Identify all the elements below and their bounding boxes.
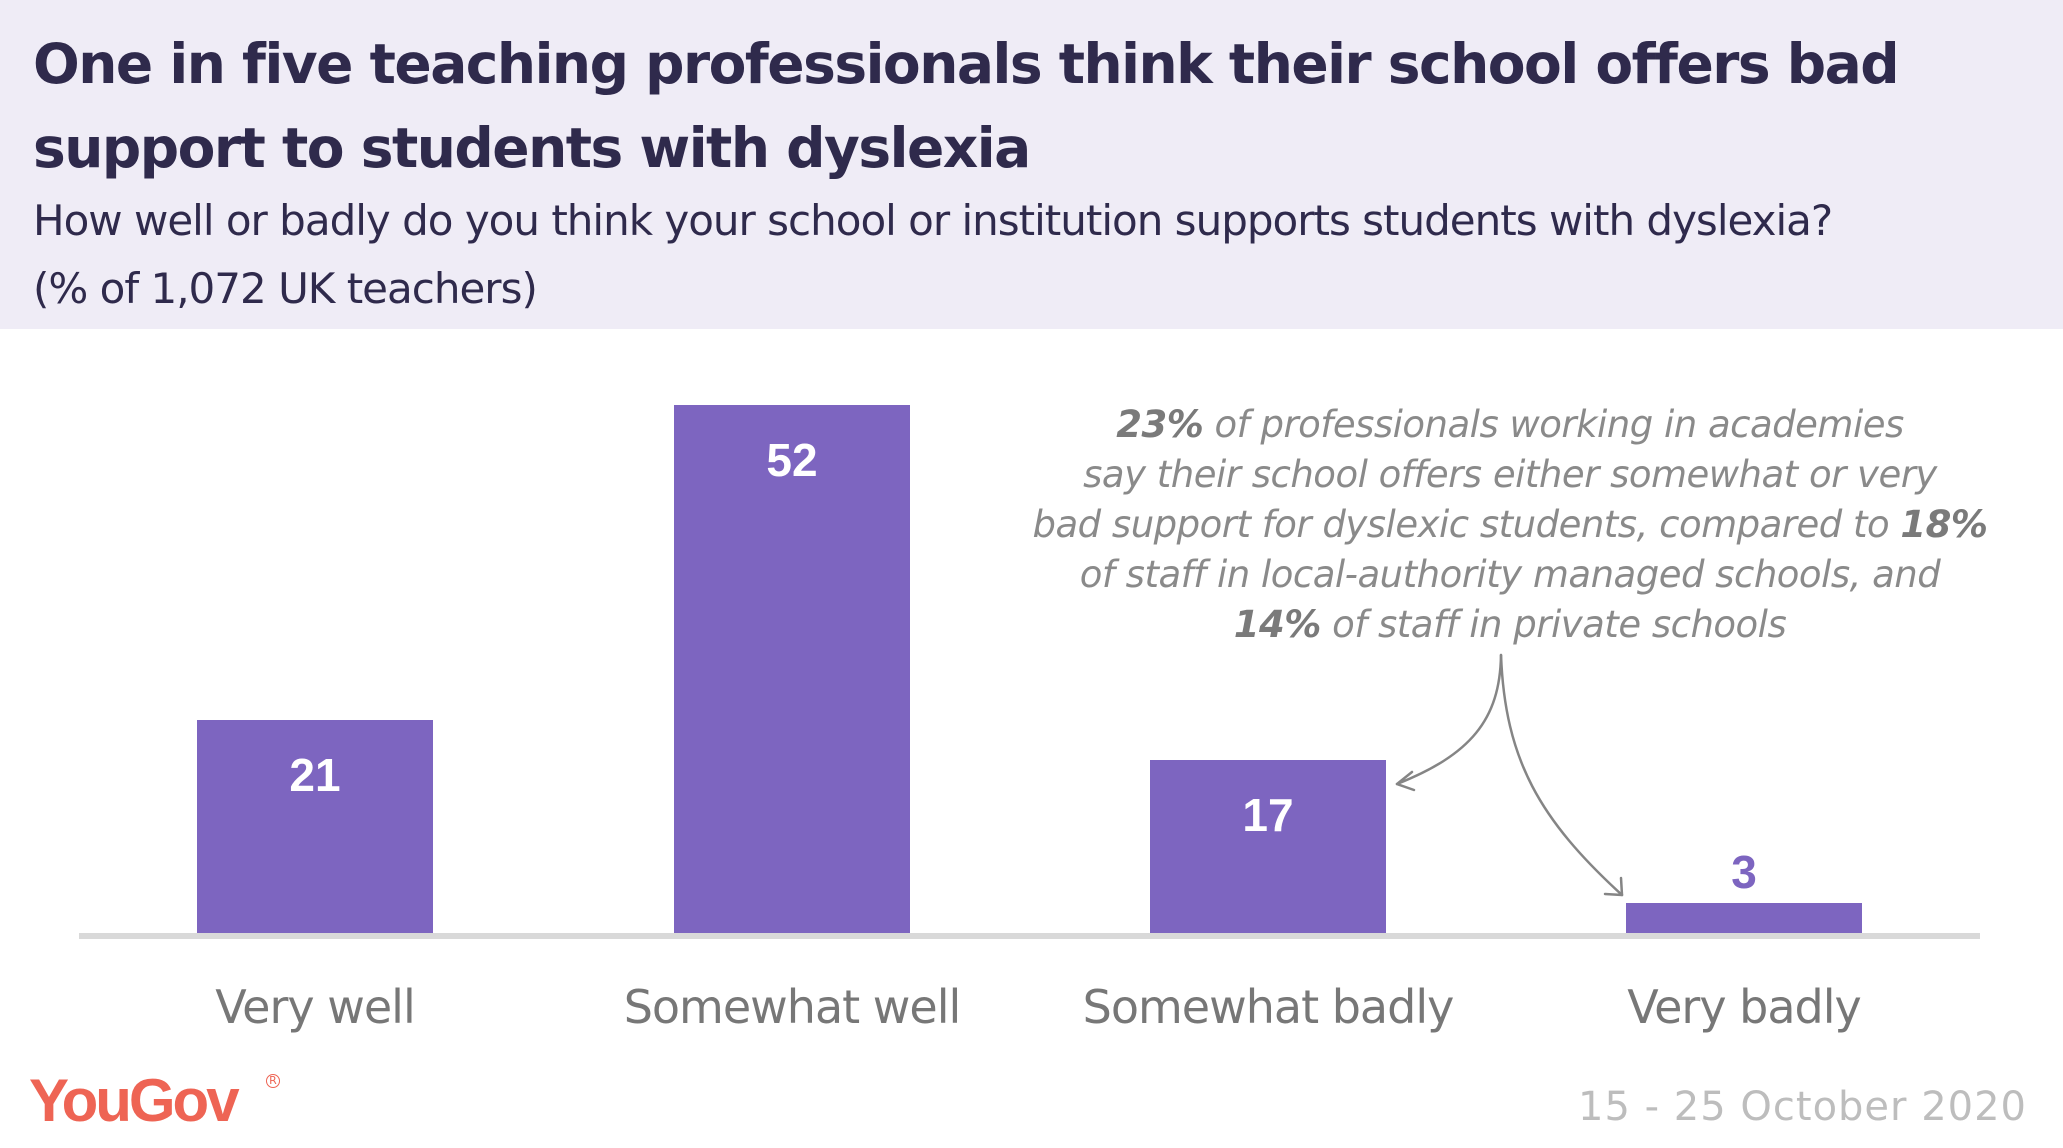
annotation-line-1: 23% of professionals working in academie… xyxy=(1116,403,1904,446)
chart-subtitle: How well or badly do you think your scho… xyxy=(33,187,2033,323)
annotation-stat-local-authority: 18% xyxy=(1900,503,1988,546)
annotation-line-5: 14% of staff in private schools xyxy=(1233,603,1787,646)
category-label-very-badly: Very badly xyxy=(1627,980,1862,1034)
bar-very-well: 21 xyxy=(197,720,433,933)
category-label-somewhat-badly: Somewhat badly xyxy=(1082,980,1455,1034)
x-axis-line xyxy=(79,933,1980,939)
bar-value-label: 17 xyxy=(1242,789,1294,841)
category-label-very-well: Very well xyxy=(215,980,415,1034)
chart-title: One in five teaching professionals think… xyxy=(33,32,1900,180)
subtitle-question: How well or badly do you think your scho… xyxy=(33,196,1833,245)
bar-somewhat-well: 52 xyxy=(674,405,910,933)
arrow-to-somewhat-badly-icon xyxy=(1395,653,1503,786)
annotation-stat-academies: 23% xyxy=(1116,403,1204,446)
annotation-text: 23% of professionals working in academie… xyxy=(1010,400,2010,650)
bar-value-label: 21 xyxy=(289,749,341,801)
annotation-line-2: say their school offers either somewhat … xyxy=(1083,453,1937,496)
bar-somewhat-badly: 17 xyxy=(1150,760,1386,933)
subtitle-base: (% of 1,072 UK teachers) xyxy=(33,264,538,313)
bar-value-label: 52 xyxy=(766,434,818,486)
annotation-line-4: of staff in local-authority managed scho… xyxy=(1079,553,1941,596)
arrow-to-very-badly-icon xyxy=(1499,653,1624,897)
yougov-logo: YouGov xyxy=(29,1067,240,1134)
fieldwork-date: 15 - 25 October 2020 xyxy=(1578,1084,2027,1130)
annotation-stat-private: 14% xyxy=(1233,603,1322,646)
category-label-somewhat-well: Somewhat well xyxy=(623,980,962,1034)
bar-value-label: 3 xyxy=(1731,846,1757,898)
registered-mark-icon: R xyxy=(266,1074,280,1088)
header-band: One in five teaching professionals think… xyxy=(0,0,2063,329)
bar-very-badly xyxy=(1626,903,1862,933)
annotation-line-3: bad support for dyslexic students, compa… xyxy=(1032,503,1988,546)
